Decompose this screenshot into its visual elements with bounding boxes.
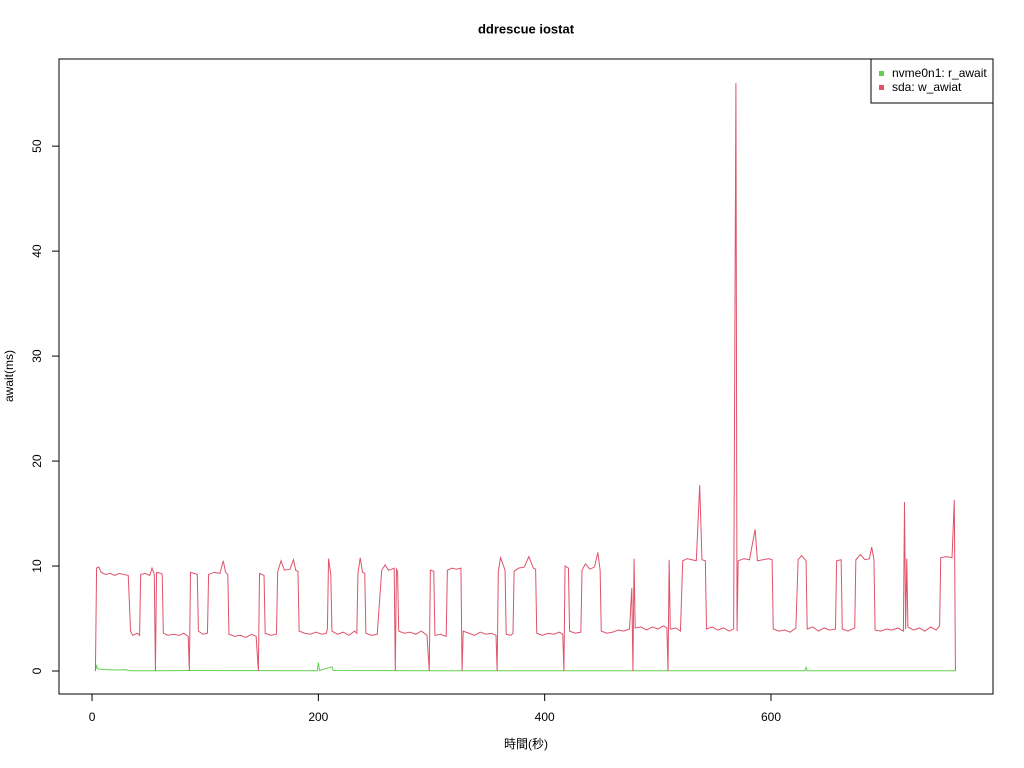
plot-frame	[58, 58, 994, 695]
y-tick-label: 0	[30, 667, 44, 674]
legend-label: nvme0n1: r_await	[892, 66, 987, 80]
y-tick-label: 40	[30, 244, 44, 258]
y-tick-label: 20	[30, 454, 44, 468]
series-line	[94, 83, 956, 672]
y-tick-label: 30	[30, 349, 44, 363]
x-tick-label: 600	[761, 710, 781, 724]
legend-label: sda: w_awiat	[892, 80, 962, 94]
y-axis-label: await(ms)	[2, 350, 16, 402]
x-tick-label: 400	[535, 710, 555, 724]
x-tick-label: 0	[89, 710, 96, 724]
y-tick-label: 50	[30, 139, 44, 153]
x-tick-label: 200	[308, 710, 328, 724]
x-axis-label: 時間(秒)	[504, 737, 548, 751]
series-line	[94, 662, 956, 672]
legend-box	[870, 58, 994, 104]
legend-swatch	[879, 71, 884, 76]
legend-swatch	[879, 85, 884, 90]
chart-title: ddrescue iostat	[478, 21, 575, 36]
y-tick-label: 10	[30, 559, 44, 573]
